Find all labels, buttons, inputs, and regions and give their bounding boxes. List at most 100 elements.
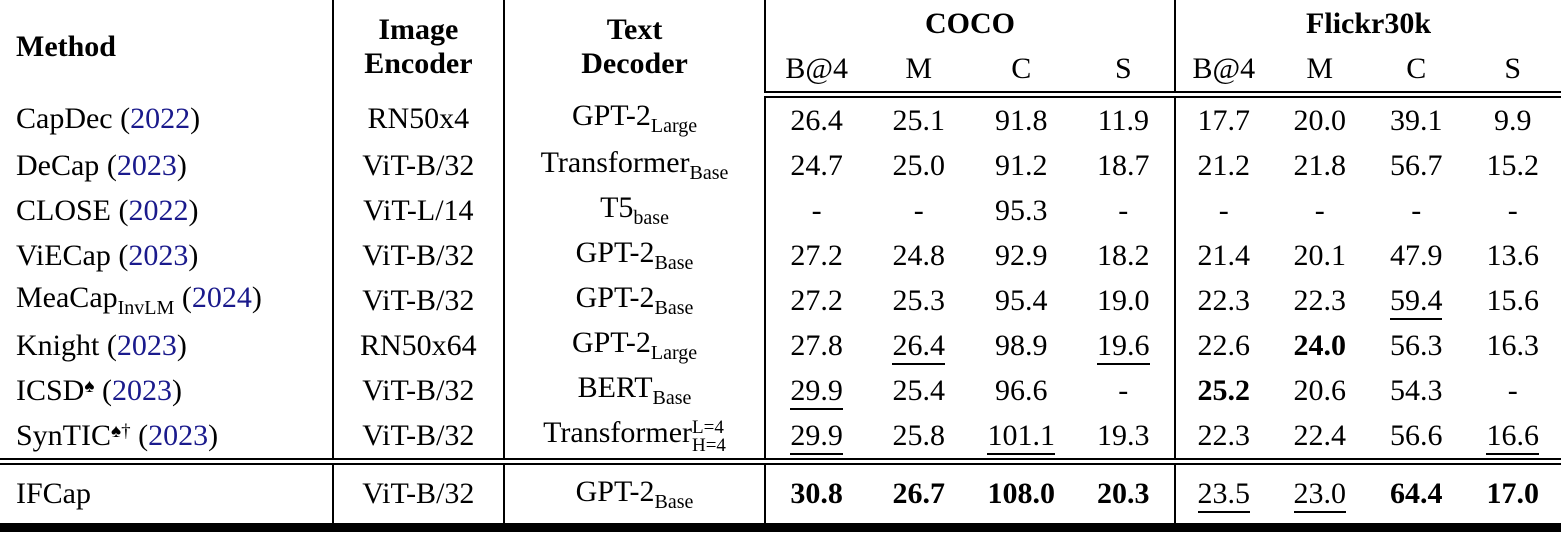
metric-value: 15.2 — [1486, 148, 1539, 182]
method-cell: SynTIC♠† (2023) — [16, 418, 219, 452]
metric-value: 95.4 — [994, 283, 1048, 317]
table-row: SynTIC♠† (2023) ViT-B/32 Transformer L=4 H=4… — [0, 413, 1561, 462]
metric-value: 24.7 — [790, 148, 843, 182]
text-decoder-cell: GPT-2Large — [503, 323, 765, 368]
metric-cell-flickr-3: 13.6 — [1464, 233, 1561, 278]
metric-value: 59.4 — [1389, 283, 1443, 320]
metric-cell-flickr-2: 47.9 — [1368, 233, 1464, 278]
metric-value: - — [1314, 193, 1325, 227]
method-name: IFCap — [16, 477, 91, 510]
metric-value: 91.8 — [994, 103, 1048, 137]
metric-cell-flickr-0: 22.3 — [1174, 413, 1272, 462]
citation-year-link[interactable]: 2022 — [128, 193, 189, 227]
metric-value: 18.7 — [1097, 148, 1150, 182]
metric-value: 23.0 — [1293, 477, 1347, 513]
image-encoder-cell: ViT-B/32 — [331, 458, 505, 528]
metric-value: 20.1 — [1293, 238, 1347, 272]
metric-value: 91.2 — [994, 148, 1048, 182]
metric-header-flickr-b@4: B@4 — [1174, 47, 1272, 98]
decoder-subscript: Base — [654, 252, 694, 274]
metric-value: 27.2 — [790, 283, 843, 317]
citation-year-link[interactable]: 2022 — [130, 101, 191, 135]
text-decoder-cell: Transformer L=4 H=4 — [503, 413, 765, 462]
metric-value: 20.0 — [1293, 103, 1347, 137]
header-image-encoder-line1: Image — [378, 12, 459, 46]
metric-value: 19.3 — [1097, 418, 1150, 452]
metric-cell-flickr-2: 56.7 — [1368, 143, 1464, 188]
citation-year-link[interactable]: 2023 — [111, 373, 172, 407]
metric-cell-coco-2: 95.4 — [970, 278, 1073, 323]
decoder-name: GPT-2 — [571, 326, 651, 359]
citation-year-link[interactable]: 2024 — [191, 281, 252, 314]
metric-cell-flickr-1: - — [1272, 188, 1368, 233]
metric-value: 15.6 — [1486, 283, 1539, 317]
metric-value: 25.2 — [1197, 373, 1251, 407]
metric-cell-flickr-0: 21.2 — [1174, 143, 1272, 188]
decoder-subscript: Base — [689, 162, 729, 184]
metric-cell-coco-3: 19.0 — [1073, 278, 1176, 323]
table-header: Method Image Encoder Text Decoder COCO F… — [0, 0, 1561, 98]
metric-value: 56.7 — [1389, 148, 1443, 182]
metric-value: 47.9 — [1389, 238, 1443, 272]
metric-cell-flickr-1: 22.4 — [1272, 413, 1368, 462]
decoder-name: GPT-2 — [571, 99, 651, 133]
decoder-name: BERT — [577, 371, 653, 404]
metric-header-coco-c: C — [969, 47, 1073, 98]
decoder-subscript: Base — [654, 490, 694, 513]
metric-cell-flickr-1: 22.3 — [1272, 278, 1368, 323]
metric-value: 98.9 — [994, 328, 1048, 362]
metric-value: 22.6 — [1197, 328, 1251, 362]
metric-value: 64.4 — [1389, 477, 1443, 510]
method-name: ViECap — [16, 238, 111, 272]
text-decoder-cell: BERTBase — [503, 368, 765, 413]
method-cell: ICSD♠ (2023) — [16, 373, 182, 407]
method-subscript: InvLM — [117, 297, 175, 319]
metric-cell-coco-0: 29.9 — [763, 413, 868, 462]
metric-cell-coco-3: - — [1073, 188, 1176, 233]
citation-year-link[interactable]: 2023 — [116, 328, 177, 362]
metric-cell-flickr-0: - — [1174, 188, 1272, 233]
metric-cell-coco-2: 98.9 — [970, 323, 1073, 368]
metric-cell-coco-2: 91.2 — [970, 143, 1073, 188]
image-encoder-cell: ViT-B/32 — [331, 278, 505, 323]
metric-cell-flickr-3: 16.3 — [1464, 323, 1561, 368]
metric-cell-coco-1: 25.8 — [867, 413, 970, 462]
image-encoder-cell: ViT-L/14 — [331, 188, 505, 233]
metric-cell-coco-2: 101.1 — [970, 413, 1073, 462]
metric-cell-coco-0: 26.4 — [763, 94, 868, 143]
method-name: CLOSE — [16, 193, 112, 227]
metric-header-coco-b@4: B@4 — [763, 47, 868, 98]
metric-cell-coco-3: 19.3 — [1073, 413, 1176, 462]
metric-cell-flickr-1: 23.0 — [1271, 458, 1368, 528]
metric-cell-coco-1: 25.1 — [867, 95, 970, 144]
metric-cell-coco-2: 95.3 — [970, 188, 1073, 233]
method-marker: ♠† — [111, 420, 131, 442]
decoder-name: T5 — [600, 191, 634, 224]
decoder-name: GPT-2 — [575, 236, 655, 269]
method-name: MeaCap — [16, 281, 118, 314]
metric-cell-flickr-2: 59.4 — [1368, 278, 1464, 323]
metric-value: 20.3 — [1097, 477, 1150, 510]
metric-value: - — [1507, 193, 1518, 227]
table-row: CLOSE (2022) ViT-L/14 T5base - -95.3- - - - - — [0, 188, 1561, 233]
image-encoder-cell: RN50x4 — [331, 94, 505, 143]
table-row: ViECap (2023) ViT-B/32 GPT-2Base 27.2 24.8 92… — [0, 233, 1561, 278]
metric-value: - — [1411, 193, 1422, 227]
text-decoder-cell: GPT-2Large — [503, 94, 765, 143]
metric-cell-coco-2: 91.8 — [970, 95, 1073, 144]
image-encoder-cell: ViT-B/32 — [331, 368, 505, 413]
header-image-encoder-line2: Encoder — [364, 47, 473, 81]
citation-year-link[interactable]: 2023 — [128, 238, 189, 272]
citation-year-link[interactable]: 2023 — [148, 418, 209, 452]
table-row: MeaCapInvLM (2024) ViT-B/32 GPT-2Base 27.2 2… — [0, 278, 1561, 323]
image-encoder-cell: ViT-B/32 — [331, 233, 505, 278]
metric-value: 27.2 — [790, 238, 843, 272]
metric-cell-coco-3: 18.2 — [1073, 233, 1176, 278]
metric-value: 95.3 — [994, 193, 1048, 227]
metric-cell-coco-1: 25.3 — [867, 278, 970, 323]
metric-value: 96.6 — [994, 373, 1048, 407]
header-text-decoder: Text Decoder — [503, 0, 765, 95]
citation-year-link[interactable]: 2023 — [116, 148, 177, 182]
metric-cell-coco-0: 27.8 — [763, 323, 868, 368]
